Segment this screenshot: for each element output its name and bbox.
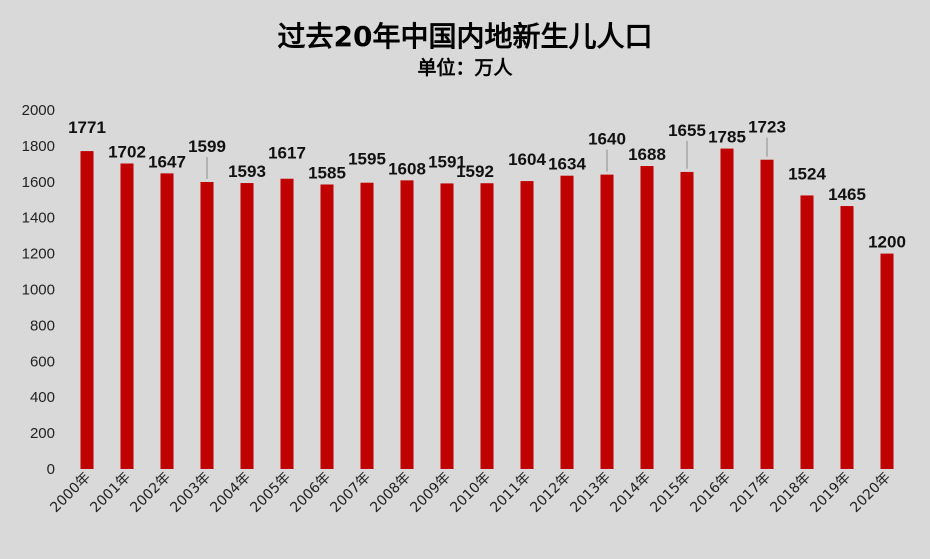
bar-2004年 xyxy=(240,183,254,469)
bar-2019年 xyxy=(840,206,854,469)
bar-2012年 xyxy=(560,175,574,469)
bar-2009年 xyxy=(440,183,454,469)
chart-title: 过去20年中国内地新生儿人口 xyxy=(278,20,653,53)
bar-2014年 xyxy=(640,166,654,469)
x-tick-label: 2014年 xyxy=(607,470,653,516)
y-tick-label: 200 xyxy=(30,425,55,442)
y-tick-label: 600 xyxy=(30,353,55,370)
data-label: 1524 xyxy=(788,164,826,183)
data-label: 1655 xyxy=(668,121,706,140)
x-tick-label: 2015年 xyxy=(647,470,693,516)
bar-2007年 xyxy=(360,182,374,469)
data-label: 1608 xyxy=(388,159,426,178)
x-tick-label: 2001年 xyxy=(87,470,133,516)
x-tick-label: 2020年 xyxy=(847,470,893,516)
x-tick-label: 2009年 xyxy=(407,470,453,516)
x-tick-label: 2007年 xyxy=(327,470,373,516)
x-tick-label: 2005年 xyxy=(247,470,293,516)
data-label: 1723 xyxy=(748,118,786,137)
data-label: 1591 xyxy=(428,152,466,171)
data-label: 1688 xyxy=(628,145,666,164)
leader-lines xyxy=(206,137,768,179)
chart-subtitle: 单位：万人 xyxy=(417,56,513,79)
y-tick-label: 1400 xyxy=(22,210,55,227)
x-tick-label: 2006年 xyxy=(287,470,333,516)
bar-2015年 xyxy=(680,171,694,470)
y-tick-label: 400 xyxy=(30,389,55,406)
data-label: 1634 xyxy=(548,155,586,174)
x-tick-label: 2017年 xyxy=(727,470,773,516)
data-label: 1465 xyxy=(828,185,866,204)
data-label: 1595 xyxy=(348,150,386,169)
y-tick-label: 2000 xyxy=(22,102,55,119)
x-tick-label: 2002年 xyxy=(127,470,173,516)
y-tick-label: 1800 xyxy=(22,138,55,155)
data-label: 1647 xyxy=(148,152,186,171)
bar-2010年 xyxy=(480,183,494,469)
bars xyxy=(80,148,894,470)
bar-2001年 xyxy=(120,163,134,469)
x-tick-label: 2003年 xyxy=(167,470,213,516)
x-tick-label: 2019年 xyxy=(807,470,853,516)
x-tick-label: 2008年 xyxy=(367,470,413,516)
data-label: 1617 xyxy=(268,144,306,163)
data-label: 1593 xyxy=(228,162,266,181)
data-label: 1592 xyxy=(456,162,494,181)
x-tick-label: 2004年 xyxy=(207,470,253,516)
bar-2008年 xyxy=(400,180,414,469)
x-axis: 2000年2001年2002年2003年2004年2005年2006年2007年… xyxy=(47,470,893,516)
y-axis: 0 200 400 600 800 1000 1200 1400 1600 1800 2000 xyxy=(22,102,55,478)
x-tick-label: 2011年 xyxy=(487,470,533,516)
bar-2005年 xyxy=(280,178,294,469)
data-label: 1599 xyxy=(188,137,226,156)
bar-2017年 xyxy=(760,159,774,469)
bar-2002年 xyxy=(160,173,174,469)
data-label: 1604 xyxy=(508,150,546,169)
data-label: 1585 xyxy=(308,163,346,182)
y-tick-label: 0 xyxy=(47,461,55,478)
bar-2020年 xyxy=(880,253,894,469)
data-label: 1200 xyxy=(868,233,906,252)
x-tick-label: 2012年 xyxy=(527,470,573,516)
x-tick-label: 2016年 xyxy=(687,470,733,516)
x-tick-label: 2010年 xyxy=(447,470,493,516)
bar-2006年 xyxy=(320,184,334,469)
bar-2000年 xyxy=(80,151,94,469)
y-tick-label: 1200 xyxy=(22,246,55,263)
bar-2018年 xyxy=(800,195,814,469)
data-label: 1702 xyxy=(108,142,146,161)
data-label: 1640 xyxy=(588,130,626,149)
y-tick-label: 1600 xyxy=(22,174,55,191)
data-label: 1771 xyxy=(68,118,106,137)
data-label: 1785 xyxy=(708,128,746,147)
bar-2011年 xyxy=(520,181,534,469)
x-tick-label: 2013年 xyxy=(567,470,613,516)
bar-2016年 xyxy=(720,148,734,469)
y-tick-label: 800 xyxy=(30,317,55,334)
x-tick-label: 2018年 xyxy=(767,470,813,516)
bar-2003年 xyxy=(200,181,214,470)
bar-2013年 xyxy=(600,174,614,469)
y-tick-label: 1000 xyxy=(22,282,55,299)
